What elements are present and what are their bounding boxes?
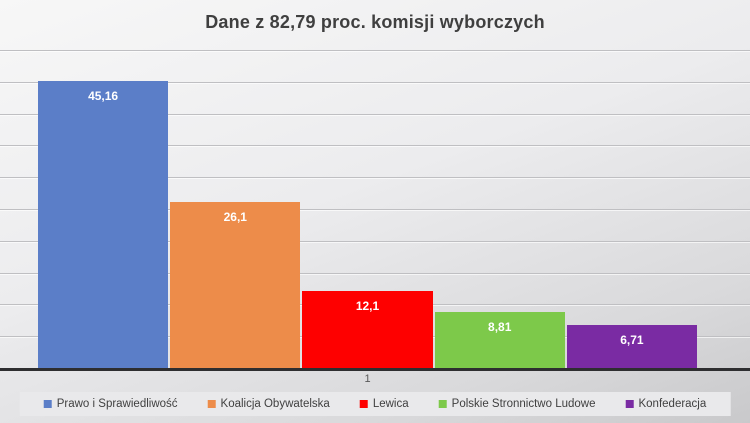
bar-2: 26,1	[170, 202, 301, 368]
legend: Prawo i Sprawiedliwość Koalicja Obywatels…	[19, 392, 731, 416]
bar-5: 6,71	[566, 325, 698, 368]
gridline	[0, 50, 750, 52]
gridline	[0, 240, 750, 243]
bar-1: 45,16	[38, 80, 169, 368]
legend-label: Konfederacja	[638, 398, 707, 410]
chart-title: Dane z 82,79 proc. komisji wyborczych	[205, 12, 545, 32]
legend-label: Prawo i Sprawiedliwość	[56, 398, 178, 410]
bars-group: 45,16 26,1 12,1 8,81 6,71	[38, 50, 698, 368]
legend-label: Polskie Stronnictwo Ludowe	[451, 398, 596, 410]
x-axis-tick-label: 1	[364, 373, 371, 385]
bar-value-label: 6,71	[620, 333, 644, 348]
legend-swatch-icon	[438, 400, 447, 408]
legend-swatch-icon	[625, 400, 634, 408]
legend-item: Koalicja Obywatelska	[207, 398, 330, 410]
legend-item: Prawo i Sprawiedliwość	[43, 398, 178, 410]
bar-value-label: 12,1	[355, 299, 380, 314]
legend-swatch-icon	[207, 400, 216, 408]
legend-item: Lewica	[359, 398, 409, 410]
gridline	[0, 113, 750, 116]
gridline	[0, 145, 750, 148]
gridline	[0, 81, 750, 84]
x-axis-line	[0, 368, 750, 371]
legend-item: Polskie Stronnictwo Ludowe	[438, 398, 596, 410]
legend-swatch-icon	[43, 400, 52, 408]
bar-4: 8,81	[434, 311, 565, 368]
legend-swatch-icon	[359, 400, 368, 408]
bar-value-label: 8,81	[488, 319, 512, 334]
bar-3: 12,1	[302, 291, 433, 368]
legend-label: Koalicja Obywatelska	[220, 398, 330, 410]
plot-area: 45,16 26,1 12,1 8,81 6,71	[0, 50, 750, 368]
gridline	[0, 272, 750, 275]
bar-value-label: 45,16	[88, 88, 119, 103]
legend-label: Lewica	[372, 398, 409, 410]
gridline	[0, 177, 750, 180]
legend-item: Konfederacja	[625, 398, 706, 410]
bar-value-label: 26,1	[223, 210, 247, 225]
gridline	[0, 209, 750, 211]
